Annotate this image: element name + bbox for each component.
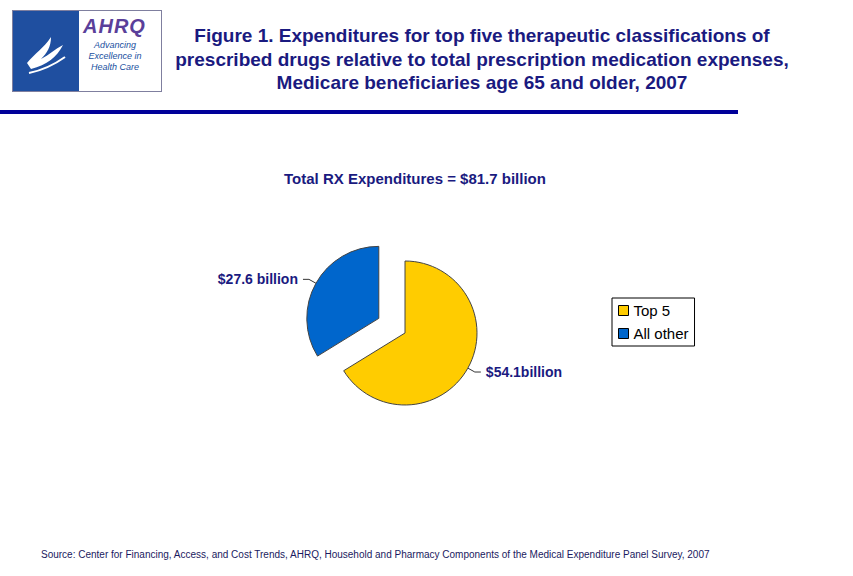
html-text:Advancing Excellence in Health: Advancing Excellence in Health Care: [88, 40, 142, 72]
html-text:Figure 1. Expenditures for top: Figure 1. Expenditures for top five ther…: [175, 25, 789, 93]
svg-text:$54.1billion: $54.1billion: [486, 364, 562, 380]
html-text:Source: Center for Financing,: Source: Center for Financing, Access, an…: [41, 549, 710, 560]
svg-text:All other: All other: [634, 325, 689, 342]
html-text:AHRQ: AHRQ: [83, 15, 146, 37]
svg-text:Total RX Expenditures = $81.7: Total RX Expenditures = $81.7 billion: [284, 170, 546, 187]
svg-text:Top 5: Top 5: [634, 302, 671, 319]
svg-text:$27.6 billion: $27.6 billion: [218, 271, 298, 287]
